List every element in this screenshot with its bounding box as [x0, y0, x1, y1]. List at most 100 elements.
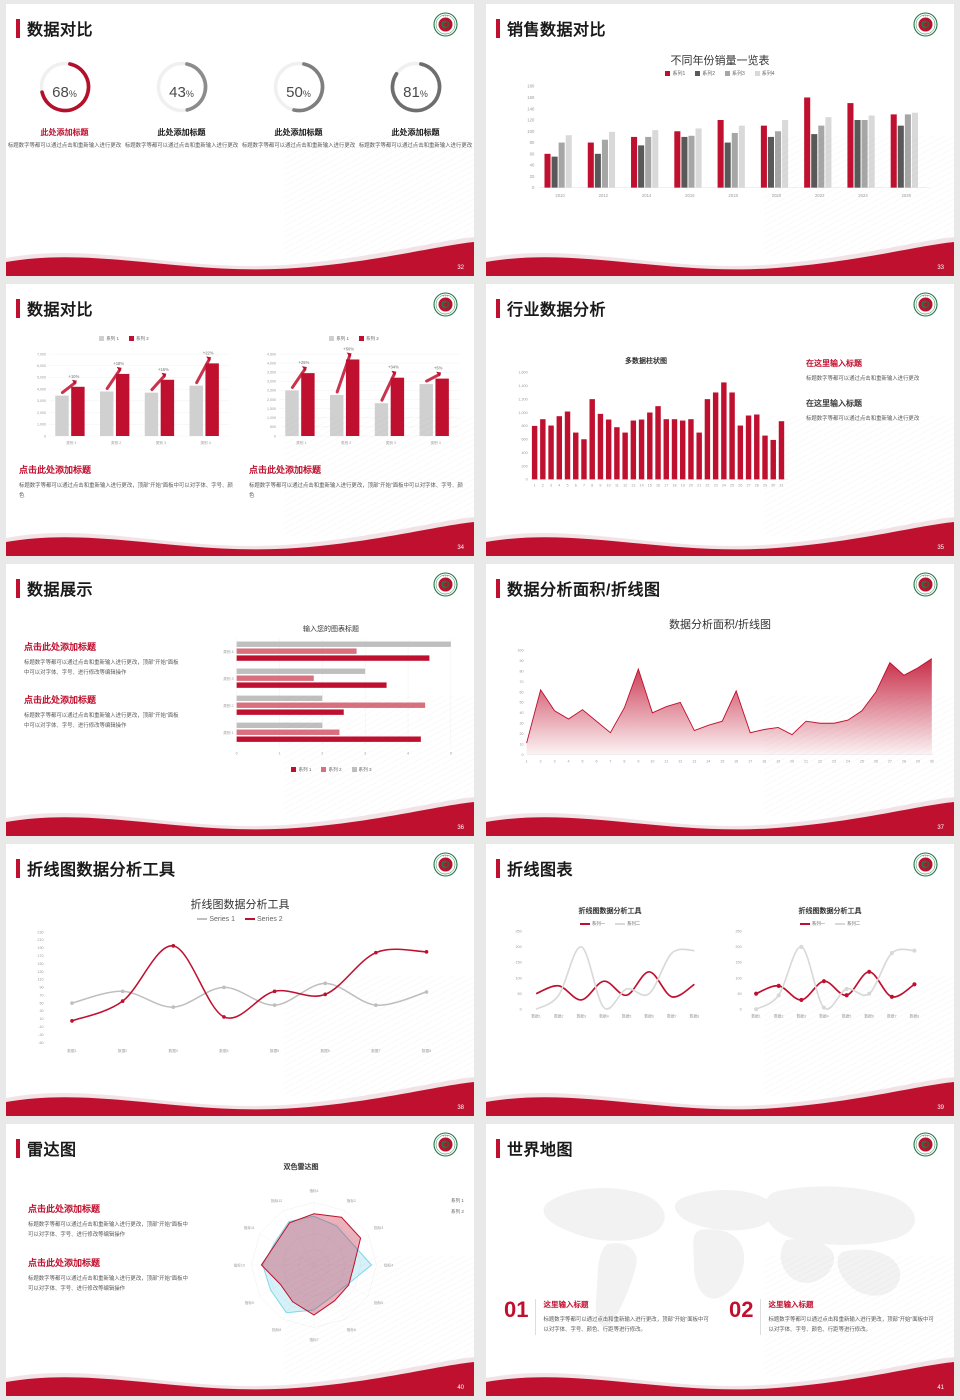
bar[interactable] — [638, 419, 645, 480]
bar[interactable] — [573, 432, 579, 480]
bar[interactable] — [115, 373, 130, 436]
legend-item[interactable]: 系列 2 — [359, 336, 379, 342]
data-point[interactable] — [171, 1005, 176, 1009]
bar[interactable] — [704, 399, 711, 480]
bar[interactable] — [904, 114, 911, 188]
bar[interactable] — [680, 420, 686, 480]
bar[interactable] — [419, 384, 433, 436]
legend-item[interactable]: 系列 3 — [351, 767, 372, 773]
bar[interactable] — [811, 134, 818, 188]
data-point[interactable] — [754, 1007, 759, 1012]
legend-item[interactable]: 系列 1 — [99, 336, 119, 342]
slide-36[interactable]: 数据展示 ★ ★ ★ • • • 点击此处添加标题 标题数字等都可以通过点击和重… — [0, 560, 480, 840]
bar[interactable] — [663, 419, 669, 480]
bar[interactable] — [645, 136, 652, 188]
bar[interactable] — [760, 125, 767, 188]
bar[interactable] — [614, 427, 620, 480]
slide-39[interactable]: 折线图表 ★ ★ ★ • • • 折线图数据分析工具 系列一 系列二 0 50 100… — [480, 840, 960, 1120]
bar[interactable] — [531, 425, 538, 480]
data-point[interactable] — [867, 969, 872, 974]
data-point[interactable] — [821, 979, 827, 984]
bar[interactable] — [854, 120, 861, 188]
bar[interactable] — [778, 421, 785, 480]
data-point[interactable] — [323, 981, 328, 986]
legend-item[interactable]: 系列 2 — [321, 767, 342, 773]
data-point[interactable] — [222, 985, 226, 990]
legend-item[interactable]: Series 2 — [245, 916, 283, 923]
bar[interactable] — [160, 379, 175, 436]
bar[interactable] — [652, 130, 659, 188]
data-point[interactable] — [120, 999, 125, 1003]
bar[interactable] — [674, 131, 681, 188]
slide-38[interactable]: 折线图数据分析工具 ★ ★ ★ • • • 折线图数据分析工具 Series 1… — [0, 840, 480, 1120]
donut-card[interactable]: 81% 此处添加标题 标题数字等都可以通过点击和重新输入进行更改 — [357, 56, 474, 151]
legend-item[interactable]: 系列4 — [754, 70, 775, 77]
data-point[interactable] — [889, 994, 894, 999]
slide-37[interactable]: 数据分析面积/折线图 ★ ★ ★ • • • 数据分析面积/折线图 0 10 20 3… — [480, 560, 960, 840]
slide-33[interactable]: 销售数据对比 ★ ★ ★ • • • 不同年份销量一览表 系列1 系列2 系列3 系列… — [480, 0, 960, 280]
bar[interactable] — [767, 136, 774, 188]
bar[interactable] — [671, 419, 678, 480]
data-point[interactable] — [889, 951, 894, 956]
bar[interactable] — [608, 131, 616, 188]
bar[interactable] — [564, 411, 571, 480]
data-point[interactable] — [912, 982, 917, 987]
data-point[interactable] — [844, 993, 849, 998]
slide-41[interactable]: 世界地图 ★ ★ ★ • • • 01 这里输入标题 标题数字等都可以通过点击和… — [480, 1120, 960, 1400]
bar[interactable] — [782, 120, 789, 188]
bar[interactable] — [594, 153, 601, 188]
donut-card[interactable]: 68% 此处添加标题 标题数字等都可以通过点击和重新输入进行更改 — [6, 56, 123, 151]
legend-item[interactable]: 系列 1 — [329, 336, 349, 342]
data-point[interactable] — [70, 1001, 74, 1005]
bar[interactable] — [762, 435, 768, 480]
slide-34[interactable]: 数据对比 ★ ★ ★ • • • 系列 1 系列 2 0 1,000 2,000 … — [0, 280, 480, 560]
data-point[interactable] — [374, 1003, 378, 1007]
bar[interactable] — [868, 115, 875, 188]
bar[interactable] — [345, 359, 360, 436]
bar[interactable] — [301, 373, 315, 436]
bar[interactable] — [236, 655, 430, 661]
bar[interactable] — [647, 412, 653, 480]
bar[interactable] — [330, 395, 344, 436]
bar[interactable] — [144, 392, 159, 436]
bar[interactable] — [622, 432, 628, 480]
bar[interactable] — [556, 416, 563, 480]
legend-item[interactable]: 系列3 — [725, 70, 745, 77]
bar[interactable] — [655, 406, 661, 480]
bar[interactable] — [738, 125, 745, 188]
donut-card[interactable]: 50% 此处添加标题 标题数字等都可以通过点击和重新输入进行更改 — [240, 56, 357, 151]
data-point[interactable] — [374, 950, 378, 955]
legend-item[interactable]: 系列 1 — [291, 767, 311, 773]
legend-item[interactable]: 系列 2 — [129, 336, 149, 342]
bar[interactable] — [745, 415, 752, 480]
data-point[interactable] — [424, 949, 429, 954]
bar[interactable] — [589, 399, 595, 480]
bar[interactable] — [390, 377, 405, 436]
data-point[interactable] — [776, 993, 781, 998]
bar[interactable] — [435, 378, 449, 436]
bar[interactable] — [729, 392, 735, 480]
legend-item[interactable]: 系列 2 — [450, 1209, 464, 1214]
bar[interactable] — [587, 142, 594, 188]
data-point[interactable] — [70, 1019, 74, 1023]
data-point[interactable] — [799, 997, 804, 1002]
bar[interactable] — [818, 125, 825, 188]
bar[interactable] — [721, 382, 727, 480]
bar[interactable] — [551, 156, 558, 188]
data-point[interactable] — [272, 989, 277, 994]
bar[interactable] — [558, 142, 565, 188]
data-point[interactable] — [171, 944, 176, 948]
bar[interactable] — [236, 709, 344, 715]
bar[interactable] — [847, 103, 854, 188]
bar[interactable] — [688, 135, 695, 188]
legend-item[interactable]: Series 1 — [197, 916, 235, 923]
bar[interactable] — [236, 695, 323, 701]
bar[interactable] — [189, 385, 203, 436]
legend-item[interactable]: 系列一 — [799, 921, 825, 927]
legend-item[interactable]: 系列2 — [695, 70, 715, 77]
bar[interactable] — [695, 128, 702, 188]
bar[interactable] — [754, 414, 760, 480]
bar[interactable] — [236, 736, 421, 742]
bar[interactable] — [681, 136, 688, 188]
slide-32[interactable]: 数据对比 ★ ★ ★ • • • 68% 此处添加标题 标题数字等都可以通过点击… — [0, 0, 480, 280]
